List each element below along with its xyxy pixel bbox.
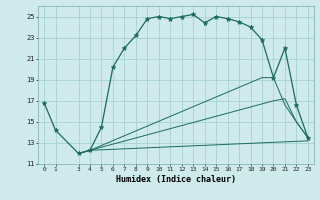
X-axis label: Humidex (Indice chaleur): Humidex (Indice chaleur): [116, 175, 236, 184]
